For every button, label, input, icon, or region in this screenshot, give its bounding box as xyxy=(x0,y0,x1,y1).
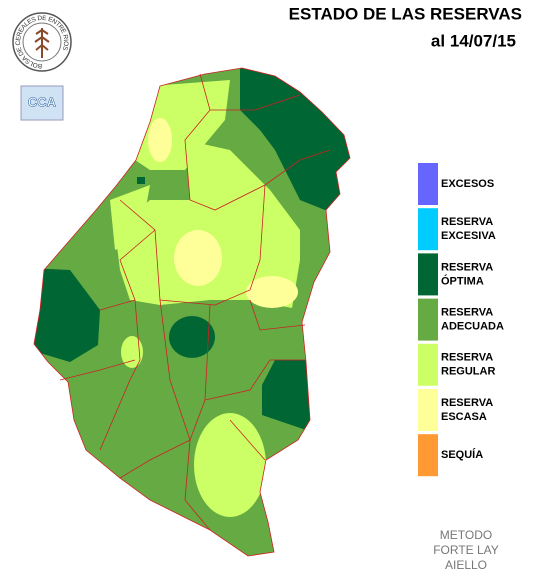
legend-swatch xyxy=(418,434,438,477)
legend-swatch xyxy=(418,253,438,296)
legend-label: ADECUADA xyxy=(441,321,504,333)
method-line: METODO xyxy=(440,528,492,542)
legend-swatch xyxy=(418,343,438,386)
legend-label: RESERVA xyxy=(441,397,493,409)
legend-label: EXCESIVA xyxy=(441,230,496,242)
legend-swatch xyxy=(418,208,438,251)
badge-text: CCA xyxy=(28,94,57,109)
legend: EXCESOSRESERVAEXCESIVARESERVAÓPTIMARESER… xyxy=(418,163,504,477)
legend-label: EXCESOS xyxy=(441,178,494,190)
legend-swatch xyxy=(418,389,438,431)
department-borders xyxy=(33,67,351,557)
legend-label: RESERVA xyxy=(441,216,493,228)
legend-label: ESCASA xyxy=(441,411,487,423)
legend-label: REGULAR xyxy=(441,366,495,378)
legend-label: RESERVA xyxy=(441,261,493,273)
legend-label: ÓPTIMA xyxy=(441,274,484,287)
date: al 14/07/15 xyxy=(431,31,516,50)
legend-label: RESERVA xyxy=(441,307,493,319)
legend-swatch xyxy=(418,298,438,341)
legend-label: SEQUÍA xyxy=(441,448,483,461)
legend-swatch xyxy=(418,163,438,205)
institution-logo: BOLSA DE CEREALES DE ENTRE RIOS xyxy=(12,12,72,72)
badge-logo: CCA xyxy=(20,85,64,121)
method-line: FORTE LAY xyxy=(433,543,499,557)
legend-label: RESERVA xyxy=(441,352,493,364)
title: ESTADO DE LAS RESERVAS xyxy=(289,4,522,23)
method-line: AIELLO xyxy=(445,558,487,572)
